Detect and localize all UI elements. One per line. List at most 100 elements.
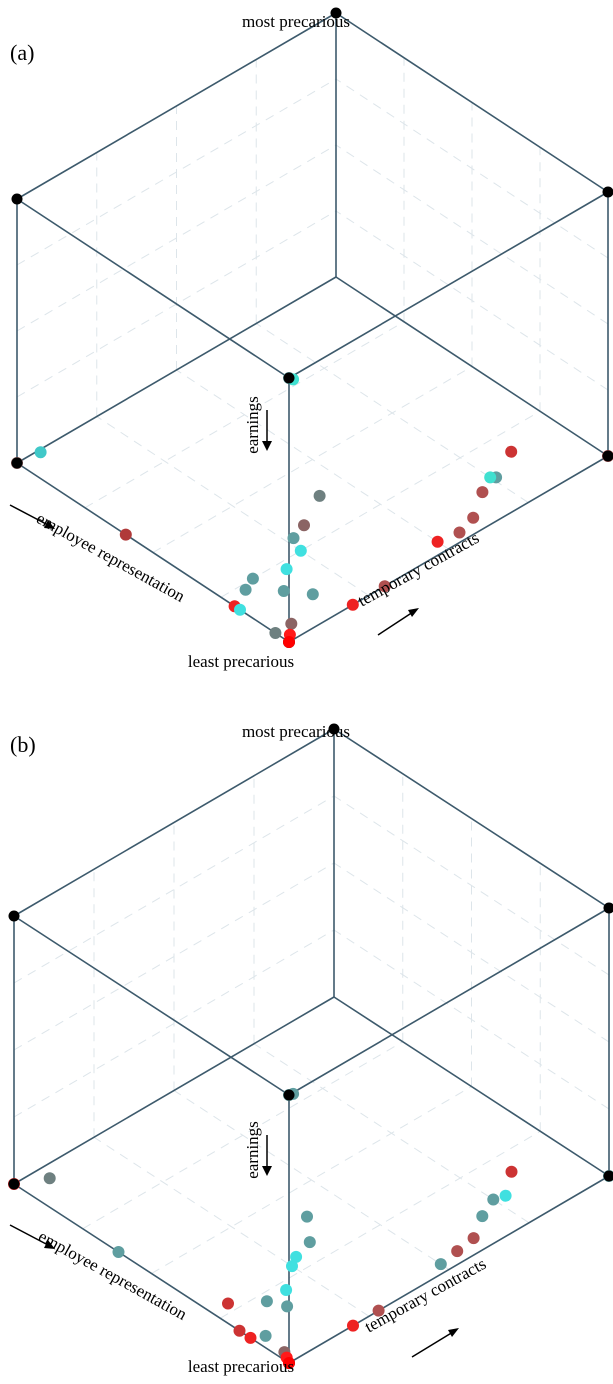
data-point bbox=[234, 603, 246, 616]
data-point bbox=[244, 1331, 257, 1344]
data-point bbox=[43, 1172, 56, 1185]
data-point bbox=[246, 572, 259, 585]
cube-vertices bbox=[8, 723, 613, 1190]
cube-edge bbox=[288, 191, 609, 379]
cube-vertex bbox=[283, 1089, 295, 1101]
panel-a: (a) most precarious least precarious emp… bbox=[9, 7, 613, 671]
cube-edge bbox=[333, 728, 610, 909]
cube-edges bbox=[16, 12, 609, 643]
cube-vertex bbox=[603, 1170, 613, 1182]
data-point bbox=[453, 526, 466, 539]
grid-line bbox=[335, 78, 609, 259]
grid-line bbox=[13, 795, 335, 984]
data-point bbox=[222, 1297, 234, 1310]
x-axis-label: employee representation bbox=[35, 1226, 190, 1324]
grid-lines bbox=[16, 57, 609, 598]
cube-edge bbox=[335, 12, 609, 193]
top-corner-label: most precarious bbox=[242, 722, 350, 741]
data-point bbox=[283, 1357, 295, 1369]
grid-line bbox=[13, 862, 335, 1051]
cube-vertex bbox=[602, 186, 613, 198]
data-point bbox=[313, 489, 326, 502]
bottom-corner-label: least precarious bbox=[188, 652, 294, 671]
panel-label: (a) bbox=[10, 40, 34, 65]
data-point bbox=[505, 1165, 518, 1178]
data-point bbox=[277, 585, 290, 597]
y-axis-label: temporary contracts bbox=[354, 528, 482, 610]
z-axis-arrow bbox=[262, 1135, 272, 1176]
data-points bbox=[8, 1087, 613, 1369]
grid-line bbox=[333, 862, 610, 1043]
cube-edge bbox=[16, 276, 337, 464]
data-point bbox=[112, 1246, 125, 1258]
data-point bbox=[287, 532, 300, 545]
cube-vertex bbox=[602, 450, 613, 462]
cube-edge bbox=[333, 996, 610, 1177]
data-point bbox=[306, 588, 319, 601]
data-point bbox=[280, 1284, 293, 1296]
cube-vertices bbox=[11, 7, 613, 469]
x-axis-arrow bbox=[9, 1224, 55, 1249]
panel-b: (b) most precarious least precarious emp… bbox=[8, 722, 613, 1376]
data-point bbox=[467, 1232, 480, 1245]
data-point bbox=[298, 519, 310, 532]
cube-vertex bbox=[11, 457, 23, 469]
cube-edge bbox=[16, 12, 337, 200]
data-point bbox=[283, 636, 295, 648]
y-axis-label: temporary contracts bbox=[361, 1254, 489, 1336]
data-point bbox=[259, 1329, 272, 1342]
data-point bbox=[280, 563, 293, 576]
data-point bbox=[372, 1304, 385, 1317]
data-point bbox=[476, 486, 489, 499]
grid-line bbox=[82, 1041, 404, 1230]
data-point bbox=[260, 1295, 273, 1308]
cube-edge bbox=[288, 907, 610, 1096]
data-point bbox=[119, 528, 132, 541]
grid-lines bbox=[13, 773, 610, 1319]
bottom-corner-label: least precarious bbox=[188, 1357, 294, 1376]
data-point bbox=[233, 1324, 246, 1337]
data-point bbox=[505, 445, 518, 458]
cube-edge bbox=[335, 276, 609, 457]
data-point bbox=[378, 580, 391, 593]
cube-edge bbox=[13, 996, 335, 1185]
data-point bbox=[346, 598, 359, 611]
panel-label: (b) bbox=[10, 732, 36, 757]
grid-line bbox=[335, 144, 609, 325]
data-point bbox=[451, 1245, 464, 1258]
data-point bbox=[34, 446, 47, 459]
grid-line bbox=[84, 321, 405, 509]
data-point bbox=[301, 1210, 313, 1223]
data-point bbox=[285, 617, 298, 630]
data-point bbox=[281, 1300, 294, 1313]
data-point bbox=[294, 544, 307, 557]
cube-edge bbox=[288, 455, 609, 643]
cube-vertex bbox=[283, 372, 295, 384]
grid-line bbox=[255, 323, 529, 503]
cube-vertex bbox=[328, 723, 340, 735]
data-point bbox=[431, 535, 444, 548]
x-axis-arrow bbox=[9, 504, 55, 529]
grid-line bbox=[151, 1086, 472, 1274]
cube-vertex bbox=[603, 902, 613, 914]
top-corner-label: most precarious bbox=[242, 12, 350, 31]
cube-edge bbox=[13, 728, 335, 917]
data-point bbox=[434, 1258, 447, 1271]
x-axis-label: employee representation bbox=[33, 508, 188, 606]
data-point bbox=[347, 1319, 359, 1332]
grid-line bbox=[176, 369, 449, 550]
cube-edge bbox=[16, 462, 290, 643]
data-point bbox=[467, 511, 480, 524]
grid-line bbox=[253, 1043, 530, 1224]
data-point bbox=[239, 583, 252, 596]
z-axis-label: earnings bbox=[243, 1121, 262, 1179]
cube-vertex bbox=[8, 1178, 20, 1190]
cube-vertex bbox=[330, 7, 342, 19]
grid-line bbox=[173, 1090, 450, 1270]
data-point bbox=[484, 471, 497, 484]
y-axis-arrow bbox=[377, 608, 419, 636]
data-point bbox=[499, 1189, 512, 1202]
cube-vertex bbox=[11, 193, 23, 205]
grid-line bbox=[96, 416, 370, 596]
